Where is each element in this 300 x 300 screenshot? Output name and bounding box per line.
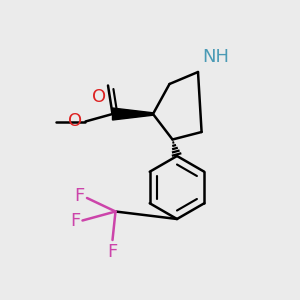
Text: F: F bbox=[74, 187, 85, 205]
Text: F: F bbox=[107, 243, 118, 261]
Polygon shape bbox=[112, 108, 153, 120]
Text: O: O bbox=[68, 112, 82, 130]
Text: F: F bbox=[70, 212, 80, 230]
Text: NH: NH bbox=[202, 48, 230, 66]
Text: O: O bbox=[92, 88, 106, 106]
